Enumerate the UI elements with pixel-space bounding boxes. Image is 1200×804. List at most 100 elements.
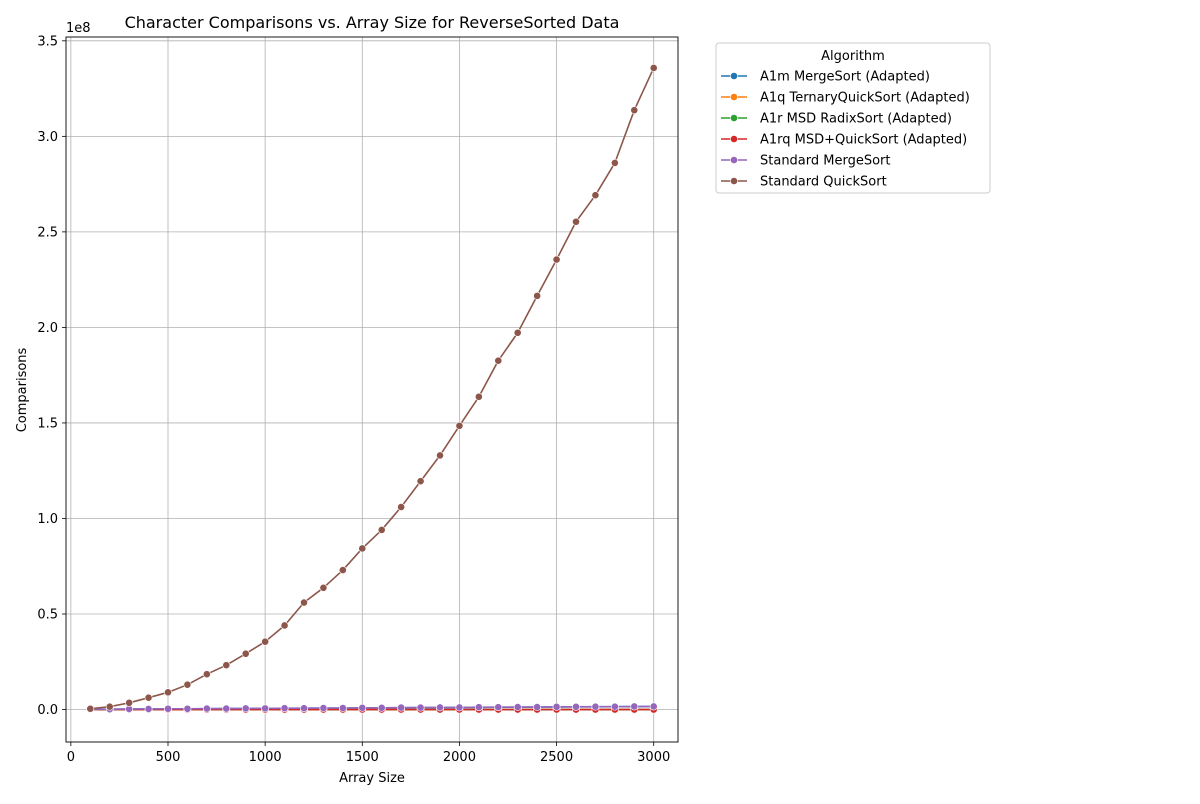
legend-label: Standard QuickSort	[760, 175, 887, 190]
y-tick-label: 3.5	[37, 34, 58, 49]
series-layer	[86, 64, 658, 714]
legend-entries: A1m MergeSort (Adapted) A1q TernaryQuickS…	[721, 70, 970, 190]
data-point	[105, 702, 114, 711]
grid	[66, 37, 678, 742]
data-point	[319, 583, 328, 592]
data-point	[572, 702, 580, 711]
data-point	[300, 704, 308, 713]
legend-label: A1m MergeSort (Adapted)	[760, 70, 930, 85]
y-tick-label: 2.0	[37, 321, 58, 336]
data-point	[125, 698, 134, 707]
data-point	[474, 392, 483, 401]
legend-entry: A1m MergeSort (Adapted)	[721, 70, 930, 85]
data-point	[358, 703, 367, 712]
data-point	[261, 637, 270, 646]
legend-label: A1rq MSD+QuickSort (Adapted)	[760, 133, 967, 148]
legend-label: A1r MSD RadixSort (Adapted)	[760, 112, 952, 127]
y-tick-label: 1.0	[37, 512, 58, 527]
legend-marker	[730, 135, 738, 143]
data-point	[513, 328, 522, 337]
legend-label: Standard MergeSort	[760, 154, 891, 169]
data-point	[533, 703, 542, 711]
data-point	[202, 670, 211, 679]
data-point	[533, 291, 542, 300]
data-point	[261, 704, 270, 713]
data-point	[377, 703, 386, 712]
y-tick-label: 1.5	[37, 416, 58, 431]
data-point	[183, 704, 192, 713]
data-point	[338, 566, 347, 574]
legend-marker	[730, 156, 738, 164]
data-point	[416, 703, 425, 712]
legend-label: A1q TernaryQuickSort (Adapted)	[760, 91, 970, 106]
data-point	[630, 106, 639, 115]
series-4	[86, 702, 658, 714]
data-point	[397, 503, 406, 511]
data-point	[338, 704, 347, 712]
y-tick-label: 2.5	[37, 225, 58, 240]
legend-entry: A1r MSD RadixSort (Adapted)	[721, 112, 952, 127]
data-point	[280, 704, 289, 713]
data-point	[649, 702, 658, 711]
data-point	[494, 703, 503, 712]
data-point	[86, 704, 95, 713]
data-point	[202, 704, 211, 713]
x-tick-label: 1500	[346, 750, 379, 765]
data-point	[436, 451, 444, 460]
data-point	[397, 703, 406, 712]
data-point	[416, 477, 425, 486]
data-point	[455, 703, 464, 712]
data-point	[144, 693, 153, 702]
data-point	[630, 702, 639, 711]
legend-marker	[730, 93, 738, 101]
data-point	[572, 217, 580, 226]
legend-marker	[730, 114, 738, 122]
data-point	[591, 191, 600, 200]
data-point	[610, 159, 619, 167]
data-point	[280, 621, 289, 630]
y-tick-label: 3.0	[37, 130, 58, 145]
y-tick-label: 0.0	[37, 703, 58, 718]
legend-marker	[730, 177, 738, 185]
plot-frame	[65, 36, 679, 743]
data-point	[377, 526, 386, 534]
data-point	[494, 356, 503, 365]
legend-frame	[715, 42, 991, 194]
legend-entry: A1rq MSD+QuickSort (Adapted)	[721, 133, 967, 148]
y-axis: 0.0 0.5 1.0 1.5 2.0 2.5 3.0 3.5	[37, 34, 66, 718]
legend-marker	[730, 72, 738, 80]
data-point	[222, 704, 231, 713]
data-point	[513, 703, 522, 711]
data-point	[552, 702, 561, 711]
series-5	[86, 64, 658, 713]
x-tick-label: 2000	[443, 750, 476, 765]
data-point	[183, 680, 192, 689]
data-point	[164, 688, 172, 697]
x-tick-label: 0	[67, 750, 75, 765]
x-tick-label: 2500	[540, 750, 573, 765]
data-point	[300, 598, 308, 607]
data-point	[222, 661, 231, 670]
data-point	[241, 704, 250, 713]
x-tick-label: 3000	[637, 750, 670, 765]
data-point	[144, 705, 153, 713]
x-axis-label: Array Size	[339, 771, 405, 786]
data-point	[591, 702, 600, 711]
data-point	[455, 421, 464, 430]
x-axis: 0 500 1000 1500 2000 2500 3000	[67, 742, 670, 765]
legend-entry: A1q TernaryQuickSort (Adapted)	[721, 91, 970, 106]
x-tick-label: 500	[156, 750, 181, 765]
data-point	[649, 64, 658, 72]
y-axis-label: Comparisons	[15, 347, 30, 432]
x-tick-label: 1000	[249, 750, 282, 765]
data-point	[164, 704, 172, 713]
legend: Algorithm A1m MergeSort (Adapted) A1q Ter…	[715, 42, 991, 194]
data-point	[319, 704, 328, 712]
y-tick-label: 0.5	[37, 607, 58, 622]
data-point	[552, 255, 561, 264]
data-point	[241, 649, 250, 658]
legend-title: Algorithm	[821, 49, 885, 64]
chart-title: Character Comparisons vs. Array Size for…	[125, 13, 620, 32]
